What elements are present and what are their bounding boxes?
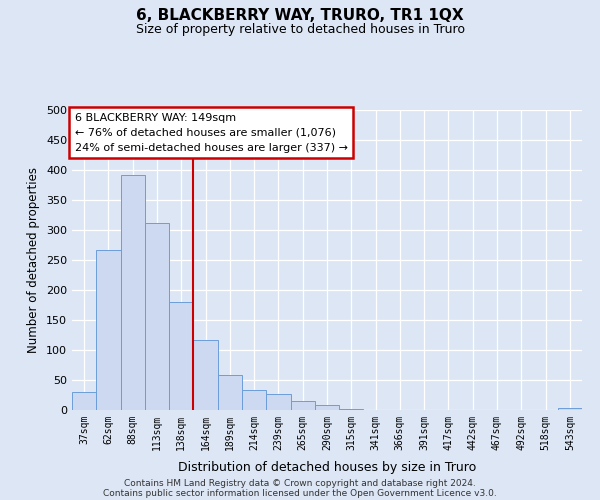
Bar	[558, 408, 582, 410]
Bar	[169, 302, 193, 410]
Text: 6, BLACKBERRY WAY, TRURO, TR1 1QX: 6, BLACKBERRY WAY, TRURO, TR1 1QX	[136, 8, 464, 22]
Bar	[193, 340, 218, 410]
Bar	[72, 392, 96, 410]
Y-axis label: Number of detached properties: Number of detached properties	[28, 167, 40, 353]
Bar	[218, 374, 242, 410]
Bar	[121, 175, 145, 410]
Text: 6 BLACKBERRY WAY: 149sqm
← 76% of detached houses are smaller (1,076)
24% of sem: 6 BLACKBERRY WAY: 149sqm ← 76% of detach…	[74, 113, 347, 152]
Bar	[96, 250, 121, 410]
Bar	[242, 390, 266, 410]
Bar	[290, 401, 315, 410]
Text: Contains public sector information licensed under the Open Government Licence v3: Contains public sector information licen…	[103, 488, 497, 498]
Text: Contains HM Land Registry data © Crown copyright and database right 2024.: Contains HM Land Registry data © Crown c…	[124, 478, 476, 488]
X-axis label: Distribution of detached houses by size in Truro: Distribution of detached houses by size …	[178, 461, 476, 474]
Text: Size of property relative to detached houses in Truro: Size of property relative to detached ho…	[136, 22, 464, 36]
Bar	[266, 394, 290, 410]
Bar	[145, 224, 169, 410]
Bar	[315, 405, 339, 410]
